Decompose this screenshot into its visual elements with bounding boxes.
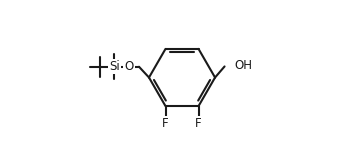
Text: O: O	[124, 60, 134, 73]
Text: F: F	[162, 117, 169, 130]
Text: OH: OH	[234, 59, 252, 72]
Text: F: F	[195, 117, 202, 130]
Text: Si: Si	[109, 60, 120, 73]
